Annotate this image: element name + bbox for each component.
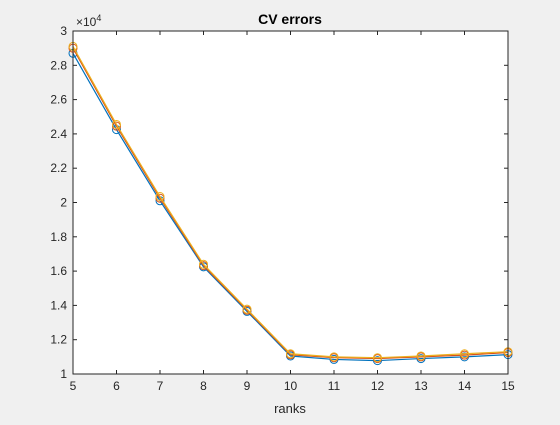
- plot-area: [73, 31, 508, 374]
- x-tick-label: 7: [157, 379, 164, 393]
- series-1-line: [72, 52, 509, 362]
- x-tick-label: 6: [113, 379, 120, 393]
- x-tick-label: 5: [70, 379, 77, 393]
- series-3-point: [155, 191, 165, 201]
- x-tick-label: 14: [458, 379, 472, 393]
- y-tick-label: 1.4: [50, 298, 67, 312]
- y-scale-exponent-base: ×10: [76, 15, 97, 29]
- x-axis-label: ranks: [274, 401, 306, 416]
- y-tick-label: 2.2: [50, 161, 67, 175]
- y-tick-label: 2.8: [50, 58, 67, 72]
- series-3-point: [242, 304, 252, 314]
- series-layer: [68, 41, 513, 366]
- y-tick-label: 1.6: [50, 264, 67, 278]
- series-3-point: [329, 352, 339, 362]
- x-tick-label: 8: [200, 379, 207, 393]
- axes-layer: 5 6 7 8 9 10 11 12 13 14 15 1 1.2 1.4 1.6 1.8 2 2.2 2.4 2.6…: [50, 24, 515, 393]
- x-tick-label: 12: [371, 379, 385, 393]
- y-tick-label: 2: [60, 196, 67, 210]
- series-3-point: [460, 349, 469, 359]
- x-tick-label: 10: [284, 379, 298, 393]
- y-tick-label: 2.6: [50, 93, 67, 107]
- x-tick-label: 9: [244, 379, 251, 393]
- y-scale-exponent: ×104: [76, 13, 101, 29]
- series-3-point: [373, 353, 382, 363]
- x-tick-label: 13: [414, 379, 428, 393]
- x-tick-label: 15: [501, 379, 515, 393]
- series-3-point: [416, 351, 426, 361]
- y-tick-label: 3: [60, 24, 67, 38]
- series-2-line: [72, 47, 509, 360]
- chart-title: CV errors: [258, 11, 322, 27]
- y-tick-label: 1.8: [50, 230, 67, 244]
- series-3-point: [199, 259, 208, 269]
- x-tick-label: 11: [328, 379, 341, 393]
- y-tick-label: 2.4: [50, 127, 67, 141]
- y-tick-label: 1.2: [50, 333, 67, 347]
- series-3-point: [286, 349, 295, 359]
- y-scale-exponent-power: 4: [96, 13, 101, 23]
- series-3-line: [72, 46, 509, 359]
- y-tick-label: 1: [60, 367, 67, 381]
- series-3-point: [112, 119, 121, 129]
- svg-text:×104: ×104: [76, 13, 101, 29]
